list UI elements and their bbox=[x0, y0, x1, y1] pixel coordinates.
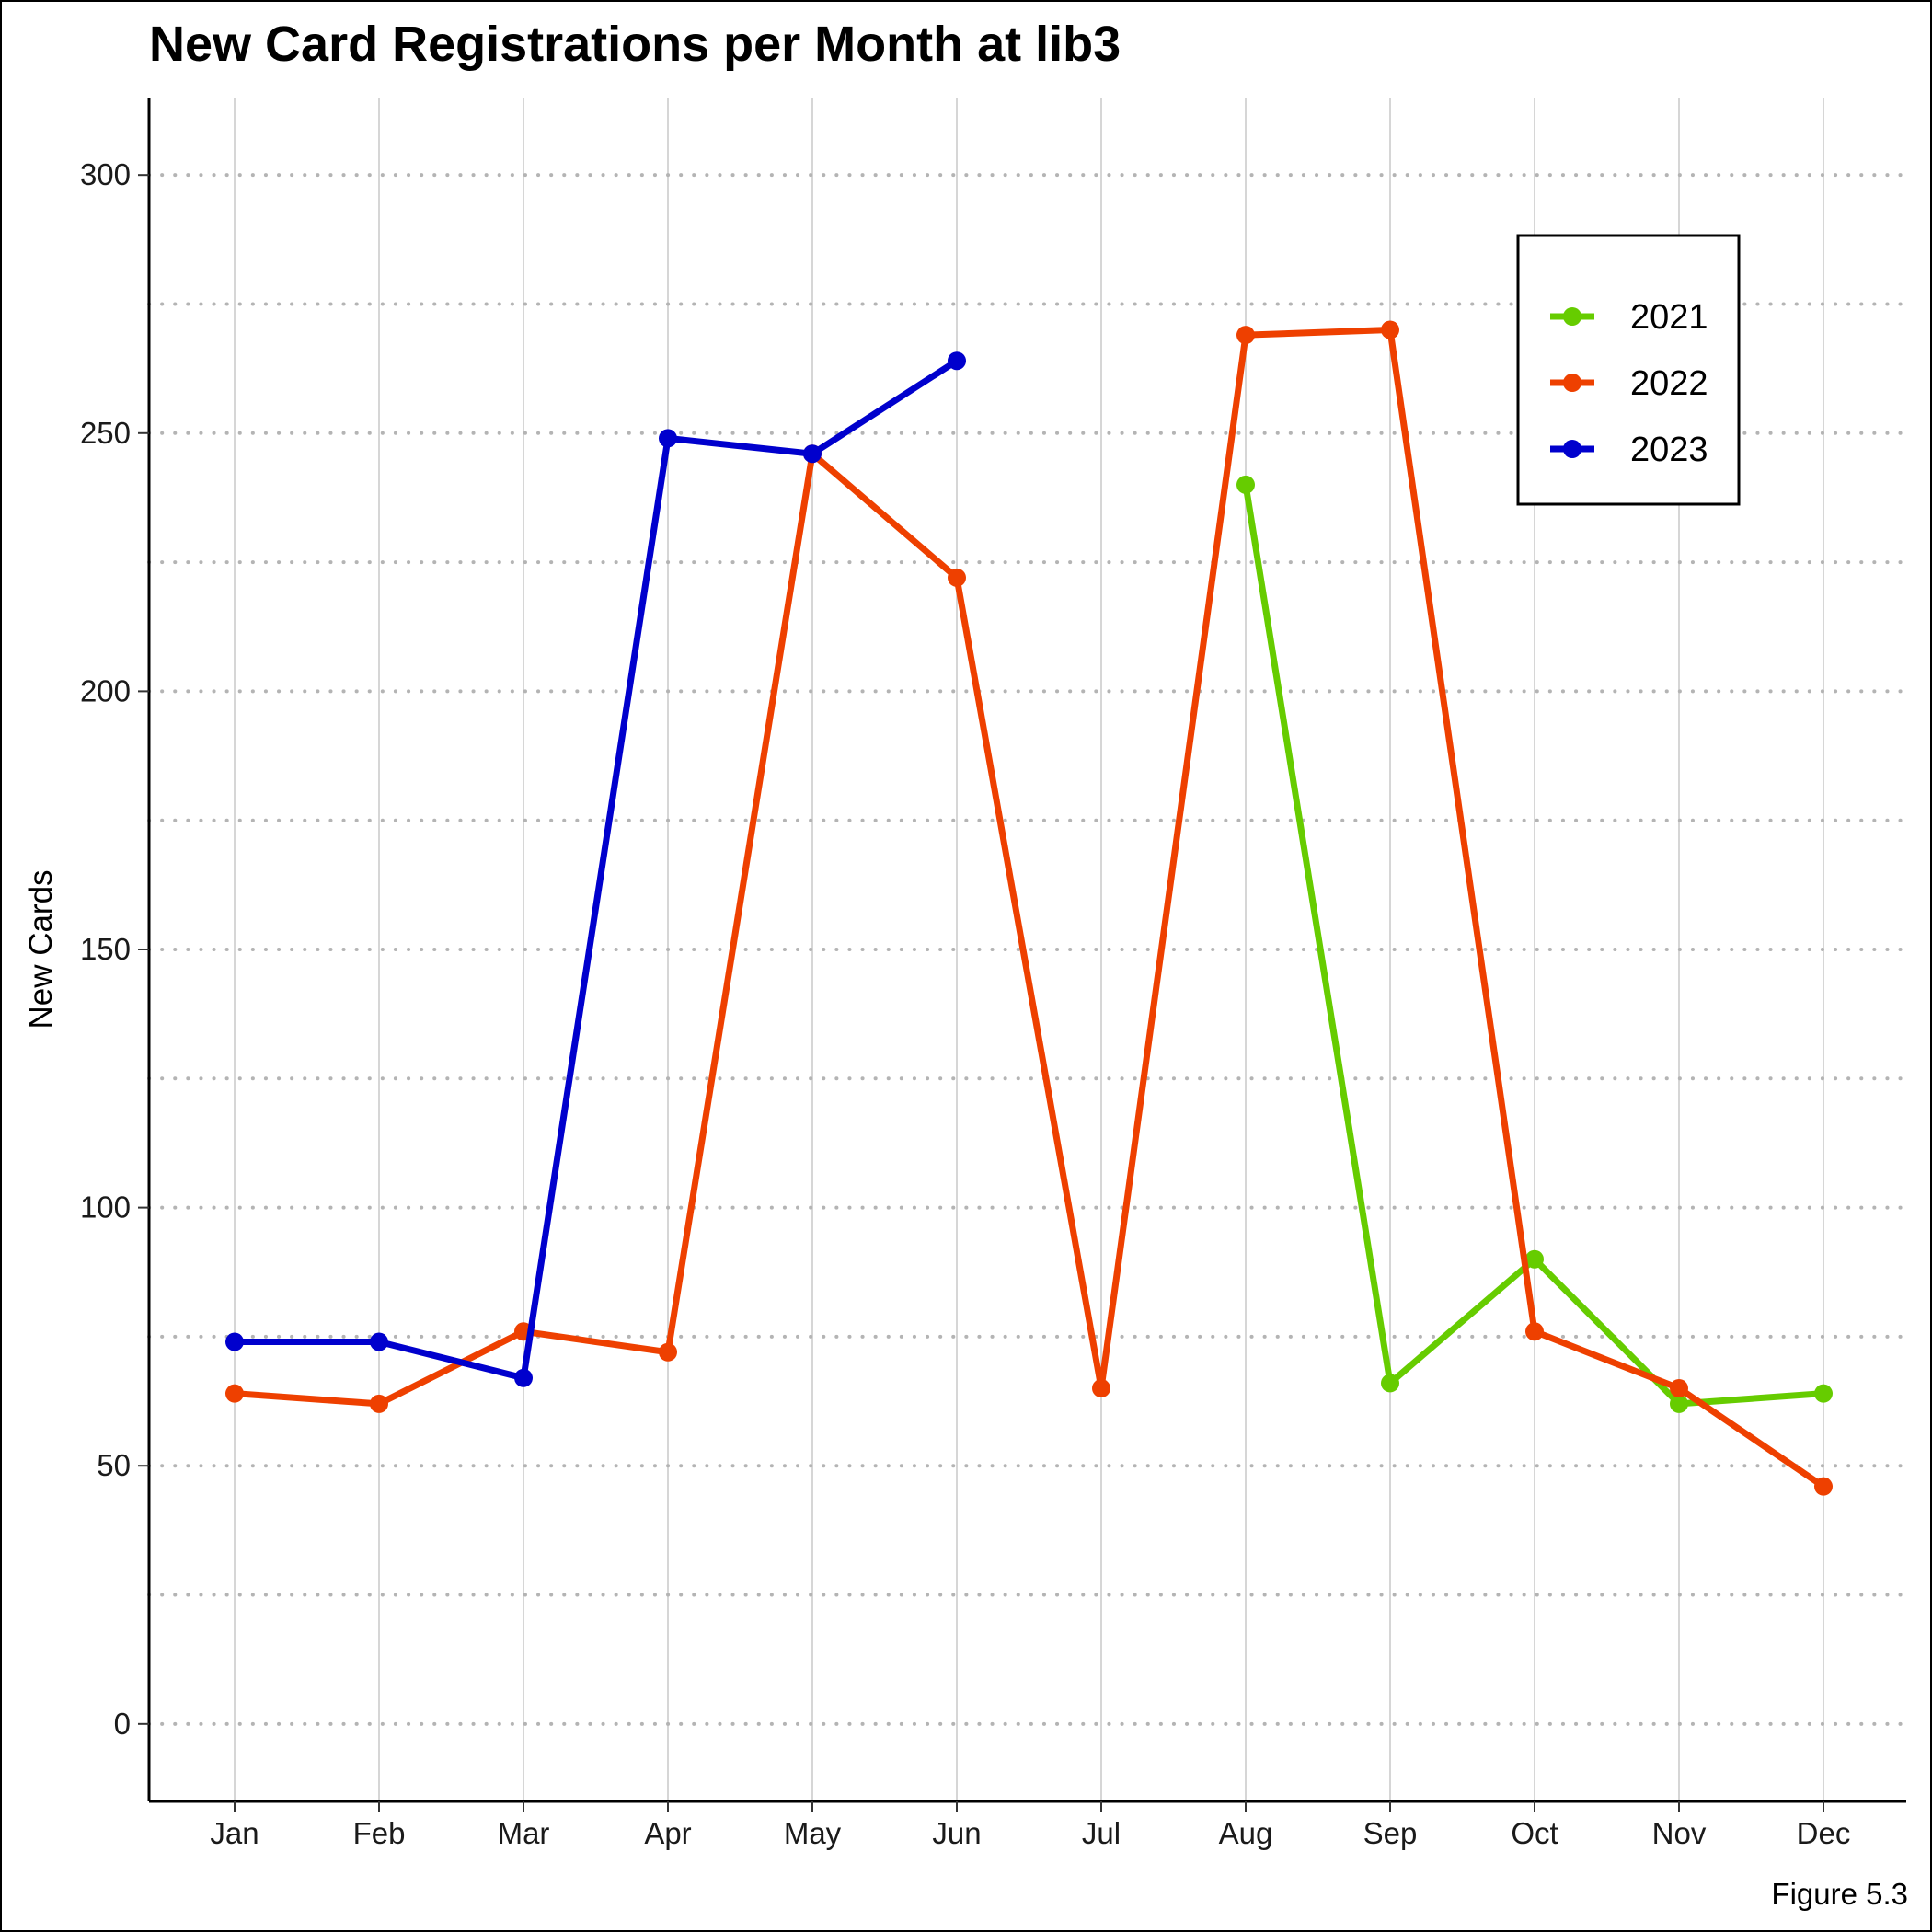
series-2023-point bbox=[225, 1332, 244, 1351]
series-2021-point bbox=[1381, 1374, 1399, 1393]
series-2022-point bbox=[1814, 1477, 1833, 1496]
x-tick-label: Feb bbox=[353, 1816, 406, 1850]
series-2021-point bbox=[1525, 1249, 1544, 1269]
legend-swatch-point bbox=[1563, 307, 1581, 326]
x-tick-label: Apr bbox=[644, 1816, 691, 1850]
series-2023-line bbox=[231, 357, 960, 1382]
series-layer bbox=[225, 320, 1833, 1496]
series-2022-point bbox=[370, 1394, 388, 1413]
series-2022-point bbox=[225, 1384, 244, 1403]
x-tick-label: Aug bbox=[1219, 1816, 1273, 1850]
series-2021-point bbox=[1670, 1394, 1688, 1413]
series-2023-point bbox=[948, 351, 966, 371]
series-2022-point bbox=[1670, 1379, 1688, 1398]
x-tick-label: Jun bbox=[932, 1816, 981, 1850]
series-2022-line bbox=[231, 327, 1827, 1490]
legend-swatch-point bbox=[1563, 374, 1581, 392]
legend-label: 2021 bbox=[1630, 298, 1708, 337]
series-2022-point bbox=[1236, 326, 1255, 345]
legend: 2021 2022 2023 bbox=[1516, 234, 1741, 506]
x-tick-label: Mar bbox=[498, 1816, 550, 1850]
y-tick-label: 100 bbox=[80, 1190, 131, 1225]
figure-caption: Figure 5.3 bbox=[1771, 1877, 1908, 1911]
x-tick-label: Nov bbox=[1652, 1816, 1707, 1850]
y-tick-label: 50 bbox=[97, 1448, 131, 1482]
x-tick-label: Sep bbox=[1363, 1816, 1418, 1850]
x-tick-label: Jan bbox=[210, 1816, 259, 1850]
series-2023-point bbox=[803, 444, 822, 464]
y-tick-label: 300 bbox=[80, 157, 131, 191]
series-2023-point bbox=[370, 1332, 388, 1351]
chart-title: New Card Registrations per Month at lib3 bbox=[149, 17, 1121, 72]
x-tick-label: May bbox=[784, 1816, 842, 1850]
series-2022-point bbox=[948, 568, 966, 587]
x-tick-label: Jul bbox=[1082, 1816, 1121, 1850]
x-tick-label: Dec bbox=[1797, 1816, 1851, 1850]
series-2023-point bbox=[514, 1368, 533, 1387]
series-2022-point bbox=[1381, 320, 1399, 339]
series-2023-point bbox=[659, 429, 677, 448]
y-tick-label: 250 bbox=[80, 416, 131, 450]
series-2022-point bbox=[1092, 1379, 1110, 1398]
legend-swatch-point bbox=[1563, 440, 1581, 458]
y-tick-label: 150 bbox=[80, 932, 131, 966]
series-2022-point bbox=[659, 1342, 677, 1362]
series-2021-point bbox=[1236, 475, 1255, 494]
legend-label: 2023 bbox=[1630, 431, 1708, 469]
x-tick-label: Oct bbox=[1511, 1816, 1558, 1850]
series-2022-point bbox=[1525, 1322, 1544, 1341]
y-tick-label: 200 bbox=[80, 673, 131, 707]
legend-label: 2022 bbox=[1630, 364, 1708, 403]
y-tick-label: 0 bbox=[114, 1707, 131, 1741]
axes: 0 50 100 150 200 250 300 Jan Feb Mar Apr May Jun Jul A… bbox=[80, 98, 1906, 1850]
series-2021-point bbox=[1814, 1384, 1833, 1403]
legend-box bbox=[1516, 234, 1741, 506]
y-axis-title: New Cards bbox=[23, 869, 59, 1029]
